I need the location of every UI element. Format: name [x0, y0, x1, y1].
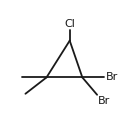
Text: Cl: Cl — [64, 19, 75, 29]
Text: Br: Br — [98, 96, 110, 106]
Text: Br: Br — [106, 72, 118, 82]
